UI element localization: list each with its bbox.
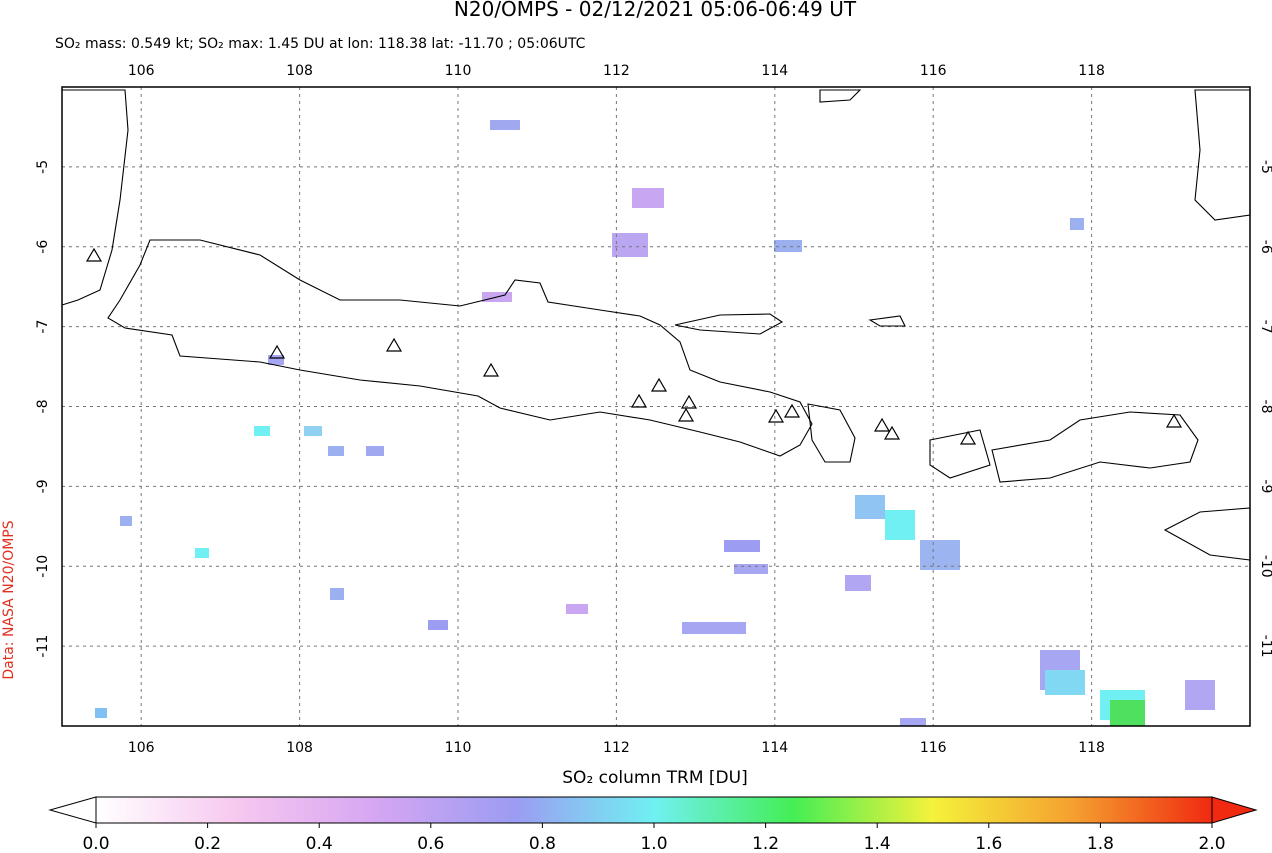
y-tick-label: -11 <box>1258 635 1272 658</box>
volcanoes <box>85 247 1183 445</box>
y-tick-label: -5 <box>1258 160 1272 174</box>
title: N20/OMPS - 02/12/2021 05:06-06:49 UT <box>454 0 857 21</box>
colorbar-over <box>1211 796 1258 824</box>
colorbar-tick-label: 1.6 <box>975 834 1002 853</box>
coastlines <box>61 89 1251 561</box>
colorbar-tick-label: 0.4 <box>306 834 333 853</box>
x-tick-label: 106 <box>128 63 155 79</box>
x-tick-label: 116 <box>920 740 947 756</box>
y-tick-label: -11 <box>35 635 51 658</box>
y-tick-label: -6 <box>35 240 51 254</box>
colorbar-tick-label: 2.0 <box>1198 834 1225 853</box>
colorbar-tick-label: 1.2 <box>752 834 779 853</box>
x-tick-label: 112 <box>603 740 630 756</box>
y-tick-label: -8 <box>35 400 51 414</box>
x-tick-label: 116 <box>920 63 947 79</box>
x-tick-label: 108 <box>286 740 313 756</box>
y-tick-label: -9 <box>1258 479 1272 493</box>
subtitle: SO₂ mass: 0.549 kt; SO₂ max: 1.45 DU at … <box>55 36 586 52</box>
x-tick-label: 118 <box>1078 740 1105 756</box>
y-tick-label: -9 <box>35 479 51 493</box>
y-tick-label: -6 <box>1258 240 1272 254</box>
colorbar-under <box>48 796 97 824</box>
y-tick-label: -7 <box>35 320 51 334</box>
y-tick-label: -8 <box>1258 400 1272 414</box>
colorbar-tick-label: 0.6 <box>417 834 444 853</box>
colorbar-tick-label: 1.8 <box>1087 834 1114 853</box>
y-tick-label: -7 <box>1258 320 1272 334</box>
x-tick-label: 108 <box>286 63 313 79</box>
y-tick-label: -5 <box>35 160 51 174</box>
colorbar-tick-label: 0.8 <box>529 834 556 853</box>
colorbar-tick-label: 0.0 <box>82 834 109 853</box>
x-tick-label: 114 <box>761 63 788 79</box>
credit: Data: NASA N20/OMPS <box>1 520 17 679</box>
colorbar <box>95 796 1213 824</box>
x-tick-label: 114 <box>761 740 788 756</box>
x-tick-label: 110 <box>445 740 472 756</box>
x-tick-label: 112 <box>603 63 630 79</box>
colorbar-label: SO₂ column TRM [DU] <box>562 768 747 788</box>
map-frame <box>61 86 1251 727</box>
colorbar-tick-label: 1.4 <box>864 834 891 853</box>
colorbar-tick-label: 0.2 <box>194 834 221 853</box>
x-tick-label: 106 <box>128 740 155 756</box>
x-tick-label: 118 <box>1078 63 1105 79</box>
y-tick-label: -10 <box>35 555 51 578</box>
colorbar-tick-label: 1.0 <box>640 834 667 853</box>
y-tick-label: -10 <box>1258 555 1272 578</box>
x-tick-label: 110 <box>445 63 472 79</box>
so2-cells <box>95 120 1215 726</box>
